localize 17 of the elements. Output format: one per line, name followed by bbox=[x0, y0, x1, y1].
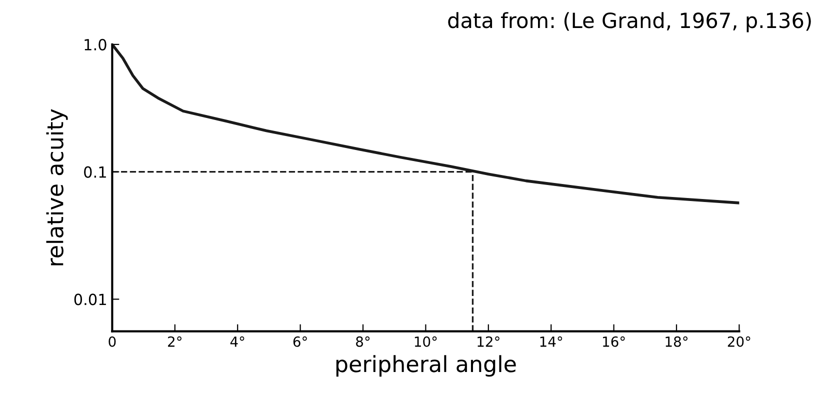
x-tick-label: 4° bbox=[230, 336, 244, 347]
x-tick-label: 6° bbox=[293, 336, 307, 347]
y-axis-title: relative acuity bbox=[46, 109, 68, 266]
x-tick-label: 18° bbox=[666, 336, 688, 347]
x-tick-label: 2° bbox=[168, 336, 182, 347]
x-tick-label: 12° bbox=[478, 336, 500, 347]
y-tick-label: 1.0 bbox=[84, 38, 106, 50]
x-tick-label: 16° bbox=[603, 336, 625, 347]
x-tick-label: 10° bbox=[414, 336, 437, 347]
x-tick-label: 8° bbox=[356, 336, 370, 347]
x-tick-label: 0 bbox=[108, 336, 116, 347]
y-tick-label: 0.01 bbox=[74, 294, 106, 306]
x-tick-label: 14° bbox=[540, 336, 562, 347]
text: data from: (Le Grand, 1967, p.136) bbox=[448, 12, 811, 32]
y-tick-label: 0.1 bbox=[84, 166, 106, 178]
x-tick-label: 20° bbox=[728, 336, 750, 347]
x-axis-title: peripheral angle bbox=[336, 355, 516, 377]
